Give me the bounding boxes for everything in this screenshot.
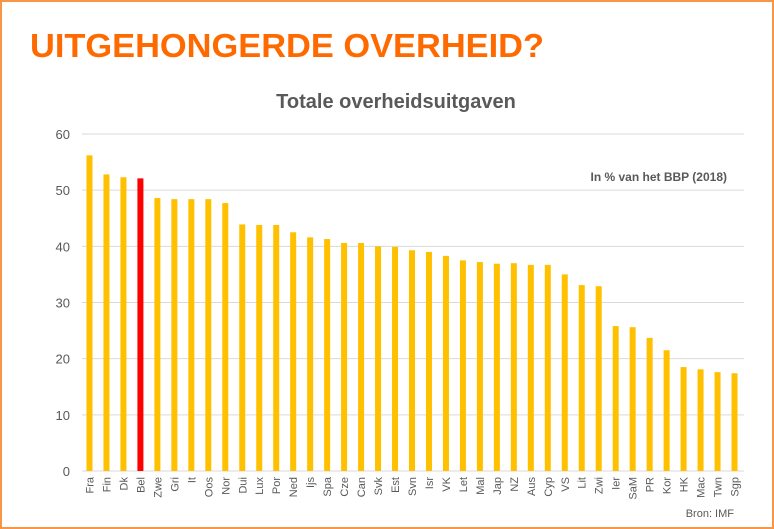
bar-VS — [561, 274, 568, 471]
bar-Mal — [476, 262, 483, 471]
x-tick-label: VK — [441, 476, 453, 491]
x-tick-label: Gri — [169, 477, 181, 492]
bar-VK — [442, 255, 449, 471]
x-tick-label: Dk — [118, 477, 130, 491]
x-tick-label: Jap — [492, 477, 504, 495]
x-tick-label: Mac — [696, 477, 708, 498]
y-tick-label: 60 — [56, 127, 70, 142]
bar-Sgp — [731, 373, 738, 471]
slide-title: UITGEHONGERDE OVERHEID? — [30, 27, 544, 64]
x-tick-label: Ier — [611, 477, 623, 490]
bar-Nor — [222, 203, 229, 471]
x-tick-label: Zwe — [152, 477, 164, 498]
x-tick-label: SaM — [628, 477, 640, 500]
bar-Fin — [103, 174, 110, 471]
bar-Oos — [205, 199, 212, 472]
bar-Svk — [375, 246, 382, 471]
x-tick-label: Por — [271, 477, 283, 494]
x-tick-label: Aus — [526, 477, 538, 496]
x-tick-label: Cze — [339, 477, 351, 497]
bar-Dui — [239, 224, 246, 471]
y-tick-label: 50 — [56, 183, 70, 198]
bar-Lux — [256, 224, 263, 471]
bar-HK — [680, 367, 687, 471]
bar-Ijs — [307, 237, 314, 471]
bar-Isr — [425, 251, 432, 471]
bar-It — [188, 199, 195, 472]
bar-Kor — [663, 350, 670, 471]
x-tick-label: Fra — [84, 476, 96, 493]
x-tick-label: Can — [356, 477, 368, 497]
bar-NZ — [510, 263, 517, 471]
bar-Fra — [86, 155, 93, 472]
bar-Bel — [137, 178, 144, 471]
x-tick-label: Lit — [577, 477, 589, 489]
x-tick-label: NZ — [509, 477, 521, 492]
y-tick-label: 40 — [56, 239, 70, 254]
bar-Cze — [341, 242, 348, 471]
y-tick-label: 20 — [56, 352, 70, 367]
x-tick-label: Twn — [713, 477, 725, 497]
x-tick-label: Ijs — [305, 477, 317, 489]
bar-Can — [358, 242, 365, 471]
chart-title: Totale overheidsuitgaven — [276, 91, 516, 113]
x-tick-label: Bel — [135, 477, 147, 493]
x-tick-label: Ned — [288, 477, 300, 497]
bar-Zwe — [154, 198, 161, 471]
x-tick-label: Cyp — [543, 477, 555, 497]
x-tick-label: Zwi — [594, 477, 606, 494]
x-tick-label: VS — [560, 477, 572, 492]
bar-Let — [459, 260, 466, 471]
bar-Ned — [290, 232, 297, 471]
x-tick-label: Est — [390, 477, 402, 493]
x-tick-label: Oos — [203, 477, 215, 498]
y-tick-label: 0 — [63, 464, 70, 479]
x-tick-label: Kor — [662, 477, 674, 494]
y-tick-label: 30 — [56, 296, 70, 311]
bar-Cyp — [544, 264, 551, 471]
x-tick-label: Fin — [101, 477, 113, 492]
bar-PR — [646, 337, 653, 471]
bar-Zwi — [595, 286, 602, 471]
x-tick-label: Lux — [254, 477, 266, 495]
bar-Lit — [578, 285, 585, 471]
bar-Gri — [171, 199, 178, 472]
x-tick-label: Let — [458, 477, 470, 492]
x-tick-label: Nor — [220, 477, 232, 495]
bar-Por — [273, 224, 280, 471]
bar-Dk — [120, 177, 127, 471]
bar-Mac — [697, 369, 704, 471]
bar-Est — [392, 246, 399, 471]
bar-Ier — [612, 326, 619, 471]
bar-Twn — [714, 372, 721, 471]
x-tick-label: Spa — [322, 476, 334, 496]
bar-Aus — [527, 264, 534, 471]
x-tick-label: It — [186, 477, 198, 483]
x-tick-label: Mal — [475, 477, 487, 495]
x-tick-label: PR — [645, 477, 657, 492]
x-tick-label: Dui — [237, 477, 249, 494]
x-tick-label: Svn — [407, 477, 419, 496]
x-tick-label: Sgp — [730, 477, 742, 497]
bar-Jap — [493, 263, 500, 471]
chart-annotation: In % van het BBP (2018) — [591, 170, 728, 184]
source-note: Bron: IMF — [686, 508, 735, 520]
x-tick-label: Isr — [424, 477, 436, 490]
y-tick-label: 10 — [56, 408, 70, 423]
x-tick-label: HK — [679, 476, 691, 492]
x-tick-label: Svk — [373, 477, 385, 496]
bar-Svn — [409, 250, 415, 471]
bar-SaM — [629, 327, 636, 471]
bar-Spa — [324, 239, 331, 471]
